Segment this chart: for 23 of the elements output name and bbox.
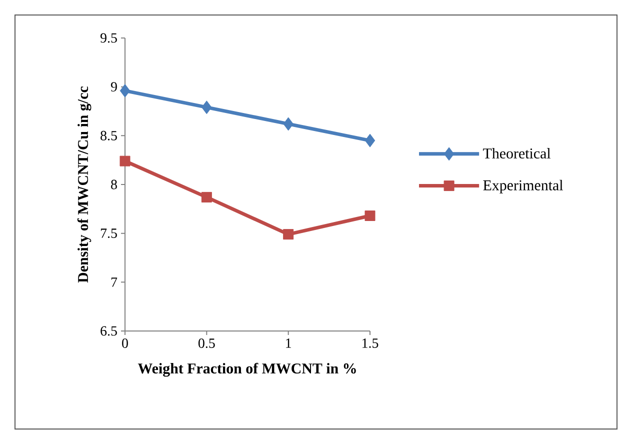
point xyxy=(364,134,376,148)
y-tick-label: 6.5 xyxy=(100,326,117,336)
y-tick-label: 7 xyxy=(111,278,118,287)
y-tick-label: 7.5 xyxy=(100,228,117,238)
legend-label: Theoretical xyxy=(483,148,551,159)
point xyxy=(202,100,212,114)
x-tick-label: 0.5 xyxy=(198,338,215,348)
y-tick-label: 9.5 xyxy=(100,33,117,43)
point xyxy=(283,229,294,240)
point xyxy=(120,84,130,98)
legend-label: Experimental xyxy=(483,180,563,194)
point xyxy=(364,210,376,222)
point xyxy=(120,156,130,166)
y-tick-label: 9 xyxy=(110,82,117,92)
y-tick-label: 8.5 xyxy=(100,130,117,140)
y-axis-title: Density of MWCNT/Cu in g/cc xyxy=(77,86,92,283)
x-tick-label: 0 xyxy=(122,338,128,348)
y-tick-label: 8 xyxy=(111,180,117,190)
point xyxy=(283,117,294,131)
x-tick-label: 1 xyxy=(286,338,291,348)
point xyxy=(201,192,212,202)
x-axis-title: Weight Fraction of MWCNT in % xyxy=(138,362,356,377)
x-tick-label: 1.5 xyxy=(362,338,378,348)
